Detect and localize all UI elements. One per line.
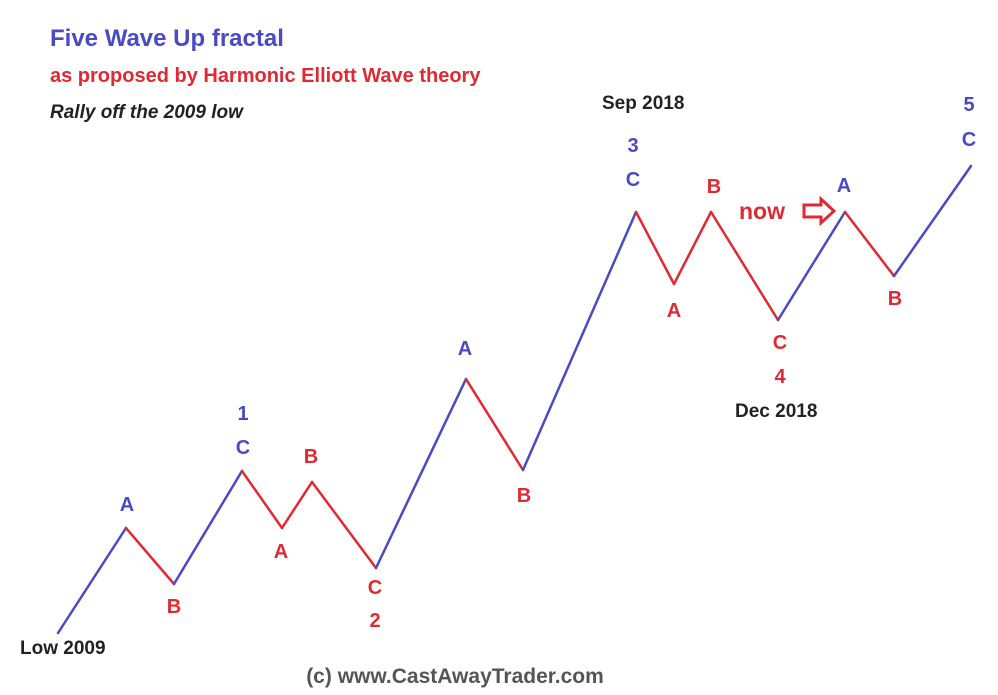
diagram-title: Five Wave Up fractal [50,25,284,52]
wave-labels: A B 1 C A B C 2 A B 3 C A B C 4 A B 5 C [120,94,976,632]
label-w1-a: A [120,494,134,516]
label-w4-b: B [707,176,721,198]
wave-1b-segment [124,526,176,586]
label-w4-a: A [667,300,681,322]
label-w2-number: 2 [369,610,380,632]
date-label-dec-2018: Dec 2018 [735,401,817,422]
label-w5-c: C [962,129,976,151]
wave-5c-segment [892,164,973,278]
wave-3b-segment [464,377,525,472]
wave-5a-segment [776,210,847,322]
label-w3-b: B [517,485,531,507]
diagram-caption: Rally off the 2009 low [50,102,244,123]
label-w5-b: B [888,288,902,310]
label-w5-a: A [837,175,851,197]
now-annotation: now [739,195,837,227]
label-w1-b: B [167,596,181,618]
copyright-text: (c) www.CastAwayTrader.com [306,665,604,688]
label-w1-number: 1 [237,403,248,425]
label-w1-c: C [236,437,250,459]
wave-2c-segment [310,480,378,570]
date-label-low-2009: Low 2009 [20,638,106,659]
right-arrow-icon [802,195,837,227]
label-w2-a: A [274,541,288,563]
now-label: now [739,198,785,224]
label-w3-c: C [626,169,640,191]
wave-4b-segment [672,210,713,286]
date-label-sep-2018: Sep 2018 [602,93,684,114]
wave-4c-segment [709,210,780,322]
wave-2b-segment [280,480,314,530]
label-w2-c: C [368,577,382,599]
wave-1c-segment [172,469,244,586]
wave-2a-segment [240,469,284,530]
wave-3c-segment [521,210,638,472]
label-w4-number: 4 [774,366,786,388]
wave-3a-segment [374,377,468,570]
label-w2-b: B [304,446,318,468]
label-w4-c: C [773,332,787,354]
wave-1a-segment [56,526,128,635]
wave-path [56,164,973,635]
wave-4a-segment [634,210,676,286]
label-w5-number: 5 [963,94,974,116]
label-w3-number: 3 [627,135,638,157]
label-w3-a: A [458,338,472,360]
diagram-subtitle: as proposed by Harmonic Elliott Wave the… [50,65,481,87]
wave-5b-segment [843,210,896,278]
